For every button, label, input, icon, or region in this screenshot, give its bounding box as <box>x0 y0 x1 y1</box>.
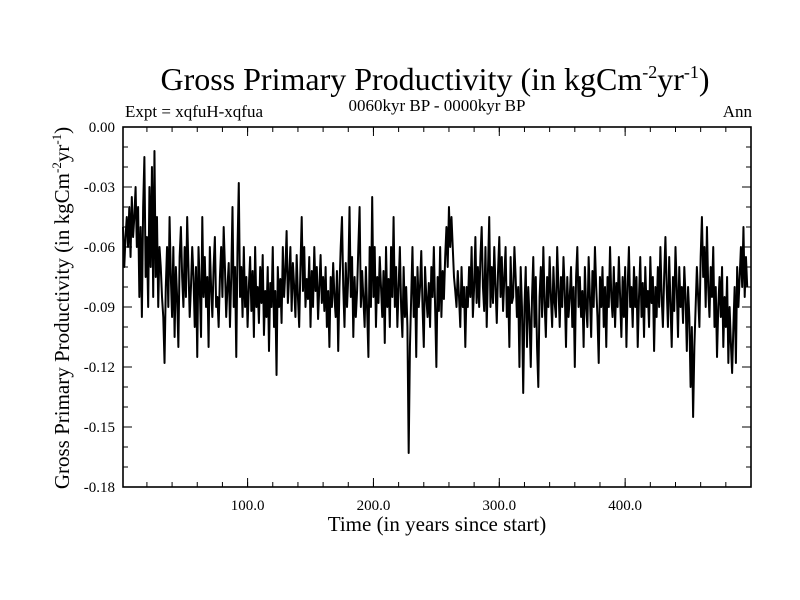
chart-title-sup1: -2 <box>642 62 657 82</box>
y-axis-label-mid: yr <box>50 145 74 163</box>
chart-title: Gross Primary Productivity (in kgCm-2yr-… <box>160 61 709 97</box>
chart-title-mid: yr <box>657 61 684 97</box>
x-tick-label: 100.0 <box>231 498 265 514</box>
plot-frame <box>122 126 752 488</box>
x-axis-label: Time (in years since start) <box>328 512 547 536</box>
y-tick-label: -0.03 <box>84 180 115 196</box>
chart-title-sup2: -1 <box>684 62 699 82</box>
y-tick-label: -0.06 <box>84 240 116 256</box>
y-axis-label-sup1: -2 <box>49 162 64 173</box>
axis-tick-labels: 0.00 -0.03 -0.06 -0.09 -0.12 -0.15 -0.18 100.0 2… <box>84 120 642 514</box>
y-axis-label-sup2: -1 <box>49 134 64 145</box>
y-tick-label: -0.18 <box>84 480 115 496</box>
series-line-gpp <box>122 150 749 454</box>
subtitle-left: Expt = xqfuH-xqfua <box>125 102 263 121</box>
y-tick-label: -0.12 <box>84 360 115 376</box>
y-axis-label-close: ) <box>50 127 74 134</box>
chart-title-main: Gross Primary Productivity (in kgCm <box>160 61 642 97</box>
subtitle-right: Ann <box>723 102 753 121</box>
x-tick-label: 300.0 <box>482 498 516 514</box>
x-tick-label: 200.0 <box>357 498 391 514</box>
chart-title-close: ) <box>699 61 710 97</box>
y-tick-label: -0.15 <box>84 420 115 436</box>
subtitle-center: 0060kyr BP - 0000kyr BP <box>349 96 526 115</box>
y-axis-label-main: Gross Primary Productivity (in kgCm <box>50 173 74 489</box>
y-axis-label: Gross Primary Productivity (in kgCm-2yr-… <box>49 127 74 489</box>
x-tick-label: 400.0 <box>608 498 642 514</box>
y-tick-label: -0.09 <box>84 300 115 316</box>
y-tick-label: 0.00 <box>89 120 115 136</box>
